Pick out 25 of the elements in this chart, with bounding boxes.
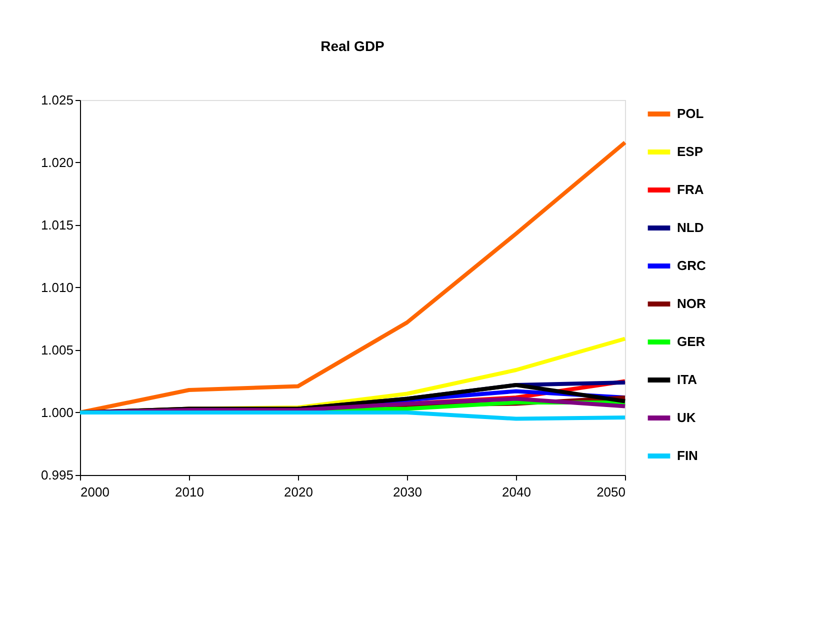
legend-label: POL bbox=[677, 106, 704, 121]
chart-title: Real GDP bbox=[320, 38, 384, 54]
x-tick-label: 2000 bbox=[80, 484, 110, 500]
x-tick-label: 2020 bbox=[284, 484, 313, 500]
x-tick-label: 2030 bbox=[393, 484, 422, 500]
x-tick-label: 2040 bbox=[502, 484, 531, 500]
legend-label: GRC bbox=[677, 258, 706, 273]
y-tick-label: 1.010 bbox=[40, 280, 74, 295]
x-tick-label: 2010 bbox=[175, 484, 204, 500]
legend-label: GER bbox=[677, 334, 706, 349]
y-tick-label: 0.995 bbox=[40, 468, 74, 482]
y-tick-label: 1.020 bbox=[40, 155, 74, 170]
y-tick-label: 1.000 bbox=[40, 405, 74, 420]
line-series bbox=[78, 140, 627, 414]
y-tick-label: 1.025 bbox=[40, 92, 74, 108]
legend-label: ITA bbox=[677, 372, 698, 387]
legend-label: NLD bbox=[677, 220, 704, 235]
legend-label: UK bbox=[677, 410, 696, 425]
y-tick-label: 1.015 bbox=[40, 218, 74, 232]
legend-label: ESP bbox=[677, 144, 704, 159]
legend-label: NOR bbox=[677, 296, 706, 311]
legend-label: FRA bbox=[677, 182, 704, 197]
y-tick-label: 1.005 bbox=[40, 342, 74, 358]
x-tick-label: 2050 bbox=[596, 484, 626, 500]
legend-label: FIN bbox=[677, 448, 698, 463]
